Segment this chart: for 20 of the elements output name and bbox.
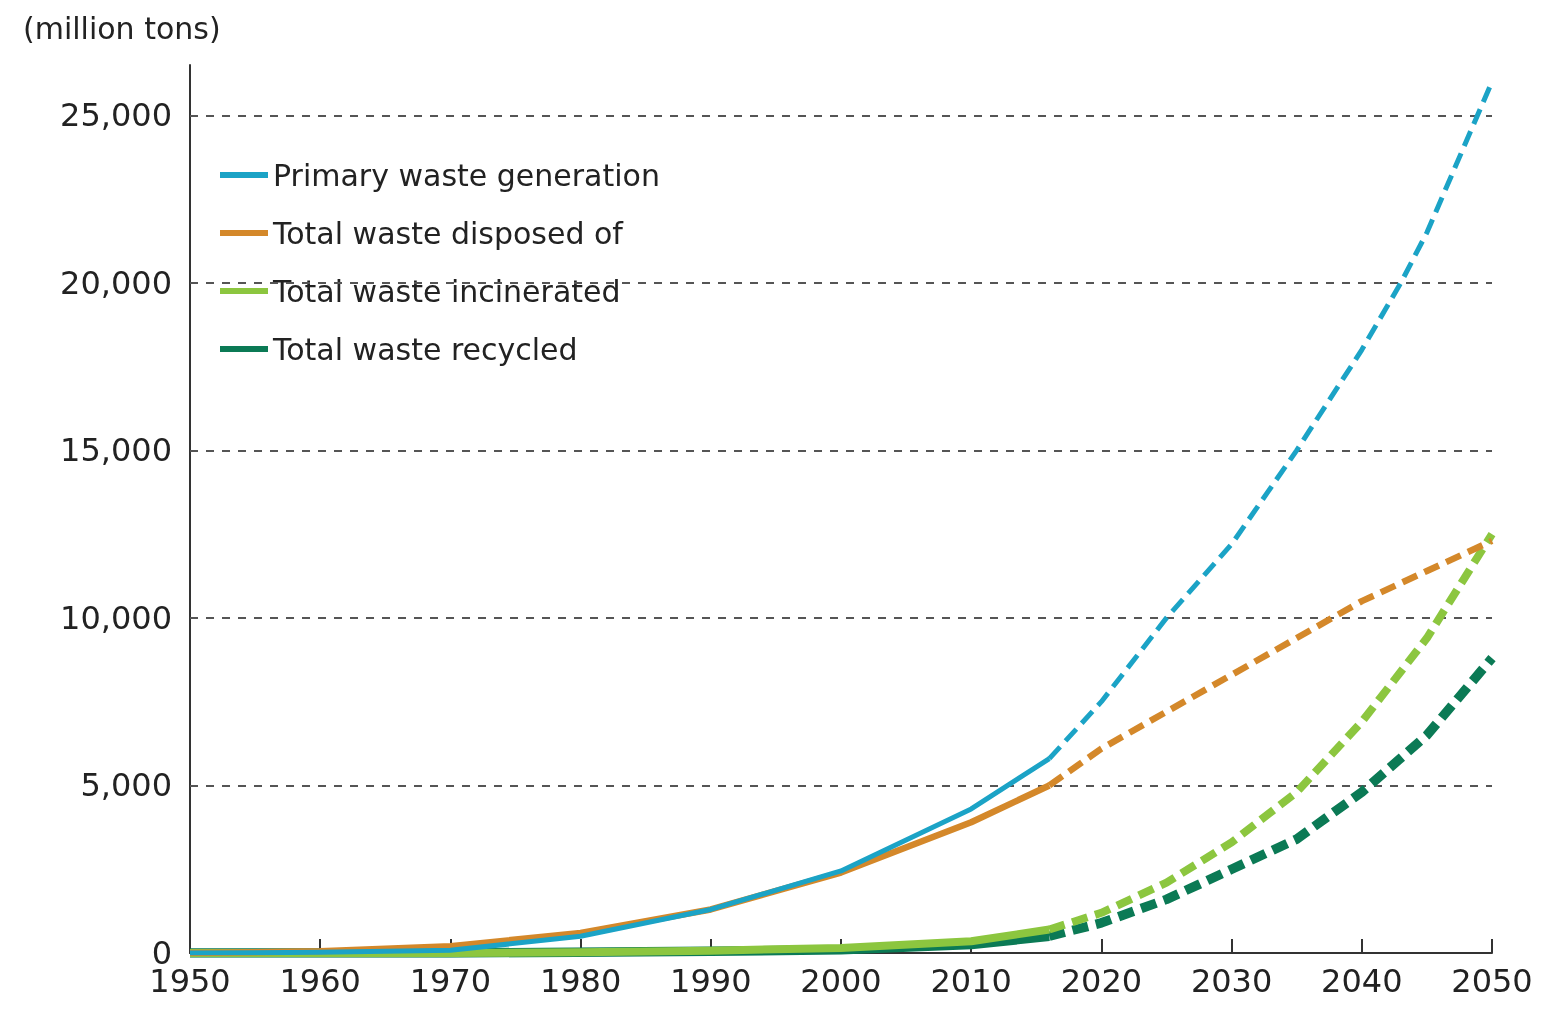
legend-label: Primary waste generation [273, 157, 660, 193]
y-tick-label: 25,000 [60, 96, 172, 135]
y-tick-label: 15,000 [60, 431, 172, 470]
x-tick-label: 1980 [539, 962, 622, 1000]
y-tick-label: 5,000 [80, 766, 172, 805]
x-tick-label: 1970 [409, 962, 492, 1000]
y-axis-title: (million tons) [23, 10, 221, 46]
x-tick-label: 1960 [279, 962, 361, 1000]
y-tick-label: 20,000 [60, 263, 172, 302]
x-tick-label: 2000 [800, 962, 882, 1000]
x-tick-label: 2040 [1321, 962, 1403, 1000]
legend-label: Total waste recycled [272, 331, 578, 367]
legend-label: Total waste incinerated [272, 273, 621, 309]
x-tick-label: 2010 [930, 962, 1012, 1000]
x-tick-label: 1990 [670, 962, 752, 1000]
x-tick-label: 2020 [1060, 962, 1143, 1000]
legend-label: Total waste disposed of [272, 215, 625, 251]
x-tick-label: 2050 [1451, 962, 1533, 1000]
y-tick-label: 10,000 [60, 598, 172, 637]
x-tick-label: 2030 [1190, 962, 1273, 1000]
